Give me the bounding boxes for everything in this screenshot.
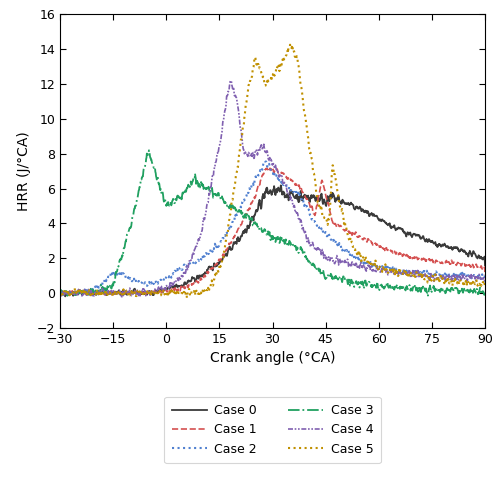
Case 1: [482, 272, 488, 278]
Case 5: [114, 292, 119, 297]
Case 1: [129, 288, 135, 294]
Case 4: [290, 203, 296, 209]
Case 2: [482, 280, 488, 285]
Case 0: [278, 183, 284, 188]
Case 2: [281, 181, 287, 187]
Case 4: [114, 290, 119, 295]
Case 0: [129, 289, 135, 295]
Case 2: [242, 197, 248, 203]
Case 2: [129, 279, 135, 284]
Case 2: [200, 255, 206, 261]
Case 3: [129, 218, 135, 224]
Case 0: [62, 294, 68, 299]
Case 4: [228, 78, 234, 83]
Case 4: [129, 292, 135, 297]
Case 3: [290, 242, 296, 248]
Y-axis label: HRR (J/°CA): HRR (J/°CA): [17, 131, 31, 211]
Legend: Case 0, Case 1, Case 2, Case 3, Case 4, Case 5: Case 0, Case 1, Case 2, Case 3, Case 4, …: [164, 397, 381, 463]
Case 5: [287, 42, 293, 48]
Case 3: [281, 237, 287, 243]
Case 1: [57, 290, 63, 296]
Case 0: [200, 272, 206, 278]
Case 3: [64, 293, 70, 299]
Case 3: [482, 290, 488, 296]
Case 1: [290, 178, 296, 184]
X-axis label: Crank angle (°CA): Crank angle (°CA): [210, 351, 335, 365]
Case 1: [114, 290, 119, 295]
Case 3: [201, 186, 207, 191]
Case 2: [57, 291, 63, 296]
Case 1: [87, 293, 93, 298]
Case 3: [57, 292, 63, 297]
Line: Case 2: Case 2: [60, 161, 485, 295]
Case 0: [242, 228, 248, 234]
Case 5: [184, 295, 190, 301]
Case 5: [57, 292, 63, 298]
Case 2: [263, 159, 269, 164]
Case 5: [128, 287, 134, 293]
Case 4: [200, 215, 206, 221]
Case 4: [57, 290, 63, 295]
Case 5: [482, 284, 488, 290]
Case 4: [118, 295, 124, 301]
Case 4: [281, 180, 287, 186]
Case 2: [290, 189, 296, 195]
Case 1: [200, 275, 206, 281]
Case 2: [114, 270, 119, 276]
Case 5: [290, 47, 296, 53]
Case 5: [200, 286, 206, 292]
Line: Case 5: Case 5: [60, 45, 485, 298]
Line: Case 0: Case 0: [60, 186, 485, 296]
Line: Case 4: Case 4: [60, 80, 485, 298]
Line: Case 1: Case 1: [60, 168, 485, 295]
Case 0: [290, 192, 296, 198]
Case 1: [242, 214, 248, 219]
Case 3: [146, 147, 152, 153]
Case 3: [114, 268, 119, 274]
Case 2: [74, 292, 80, 297]
Case 4: [242, 151, 248, 157]
Case 5: [280, 57, 286, 63]
Case 1: [270, 165, 276, 171]
Case 0: [281, 191, 287, 197]
Line: Case 3: Case 3: [60, 150, 485, 296]
Case 4: [482, 281, 488, 287]
Case 0: [482, 263, 488, 268]
Case 0: [57, 290, 63, 295]
Case 3: [242, 212, 248, 217]
Case 1: [281, 171, 287, 177]
Case 5: [242, 113, 248, 119]
Case 0: [114, 291, 119, 296]
